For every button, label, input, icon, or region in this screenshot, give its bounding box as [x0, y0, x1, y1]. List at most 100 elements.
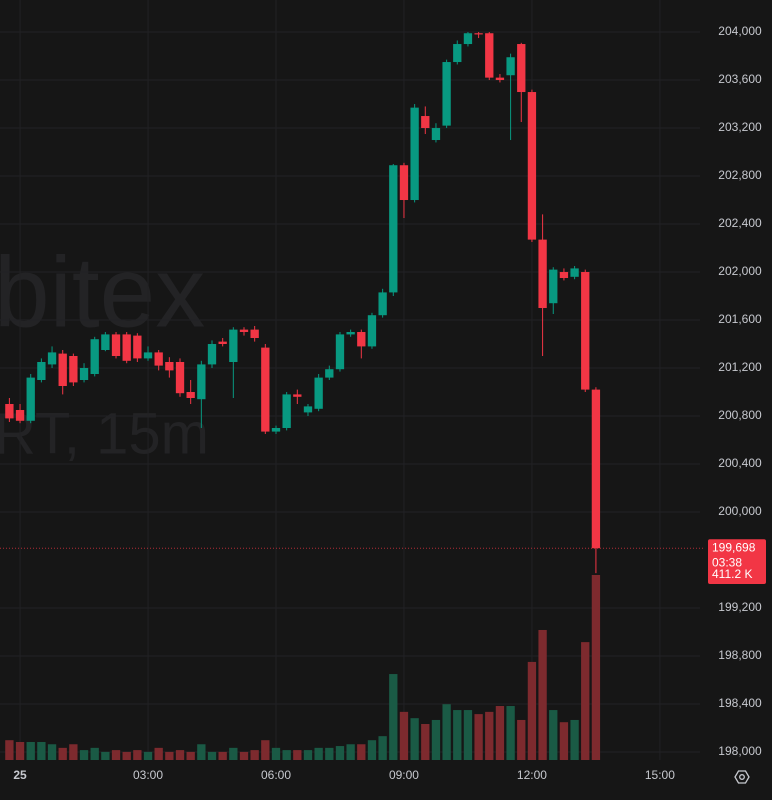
y-tick-label: 200,400 [718, 456, 762, 470]
candle-body [549, 269, 558, 304]
volume-bar [485, 711, 494, 760]
volume-bar [559, 722, 569, 760]
volume-bar [495, 706, 505, 760]
candle-body [346, 332, 355, 335]
candle-body [367, 315, 377, 347]
candle-body [154, 352, 163, 366]
candle-body [293, 394, 302, 397]
candle-body [431, 128, 441, 141]
candle-body [37, 362, 46, 380]
y-tick-label: 203,200 [718, 120, 762, 134]
volume-bar [581, 642, 590, 760]
candle-body [79, 368, 89, 380]
volume-bar [378, 736, 387, 760]
candle-body [485, 33, 494, 78]
candle-body [133, 335, 142, 359]
volume-bar [175, 750, 185, 760]
volume-bar [207, 751, 217, 760]
y-tick-label: 198,800 [718, 648, 762, 662]
candle-body [122, 334, 131, 361]
candle-body [101, 334, 110, 351]
volume-bar [69, 744, 78, 760]
volume-bar [37, 742, 46, 760]
candle-body [527, 92, 537, 240]
volume-bar [538, 629, 547, 760]
volume-bar [79, 750, 89, 760]
volume-bar [90, 747, 99, 760]
settings-icon[interactable] [734, 770, 750, 784]
x-tick-label: 12:00 [517, 768, 547, 782]
y-tick-label: 203,600 [718, 72, 762, 86]
candle-body [495, 77, 505, 81]
x-tick-label: 25 [13, 768, 27, 782]
volume-bar [282, 750, 291, 760]
volume-bar [335, 746, 345, 760]
candle-body [15, 409, 25, 421]
volume-bar [122, 751, 131, 760]
candle-body [325, 369, 334, 378]
candle-body [453, 44, 462, 63]
candle-body [175, 362, 185, 394]
volume-bar [570, 719, 579, 760]
candle-body [261, 347, 270, 432]
candle-body [143, 352, 153, 359]
countdown: 03:38 [712, 555, 742, 569]
volume-label-box [708, 567, 766, 584]
vol-layer [5, 575, 601, 760]
volume-bar [442, 704, 451, 760]
candle-body [229, 329, 238, 363]
candle-body [357, 332, 366, 347]
candle-body [559, 272, 569, 279]
volume-bar [101, 751, 110, 760]
x-tick-label: 15:00 [645, 768, 675, 782]
volume-bar [58, 747, 67, 760]
volume-bar [239, 751, 249, 760]
volume-bar [399, 711, 409, 760]
candle-body [463, 33, 473, 45]
volume-bar [410, 718, 419, 760]
volume-bar [197, 744, 206, 760]
candle-body [69, 356, 78, 383]
candle-body [165, 362, 174, 371]
volume-bar [591, 575, 601, 760]
candle-body [442, 62, 451, 126]
candle-body [5, 403, 14, 419]
candle-body [207, 344, 217, 365]
volume-bar [389, 674, 398, 760]
y-tick-label: 202,800 [718, 168, 762, 182]
volume-bar [165, 751, 174, 760]
labels-layer: 198,000 198,400 198,800 199,200 200,000 200,4… [0, 24, 766, 782]
volume-bar [111, 750, 121, 760]
volume-bar [26, 742, 35, 760]
candle-body [389, 165, 398, 293]
y-tick-label: 202,400 [718, 216, 762, 230]
candle-layer [5, 32, 601, 574]
candle-body [58, 353, 67, 386]
y-tick-label: 201,200 [718, 360, 762, 374]
candle-body [186, 391, 195, 398]
volume-bar [271, 747, 281, 760]
volume-bar [325, 747, 334, 760]
candle-body [250, 329, 259, 339]
x-tick-label: 03:00 [133, 768, 163, 782]
volume-bar [474, 714, 483, 760]
x-tick-label: 06:00 [261, 768, 291, 782]
candle-body [26, 377, 35, 421]
volume-bar [549, 710, 558, 760]
price-label-box [708, 539, 766, 571]
y-tick-label: 198,400 [718, 696, 762, 710]
candle-body [506, 57, 515, 76]
y-tick-label: 201,600 [718, 312, 762, 326]
volume-label: 411.2 K [712, 567, 752, 581]
volume-bar [133, 750, 142, 760]
volume-bar [5, 740, 14, 760]
candle-body [197, 364, 206, 400]
volume-bar [303, 750, 313, 760]
x-tick-label: 09:00 [389, 768, 419, 782]
y-tick-label: 198,000 [718, 744, 762, 758]
volume-bar [218, 751, 227, 760]
y-tick-label: 200,000 [718, 504, 762, 518]
